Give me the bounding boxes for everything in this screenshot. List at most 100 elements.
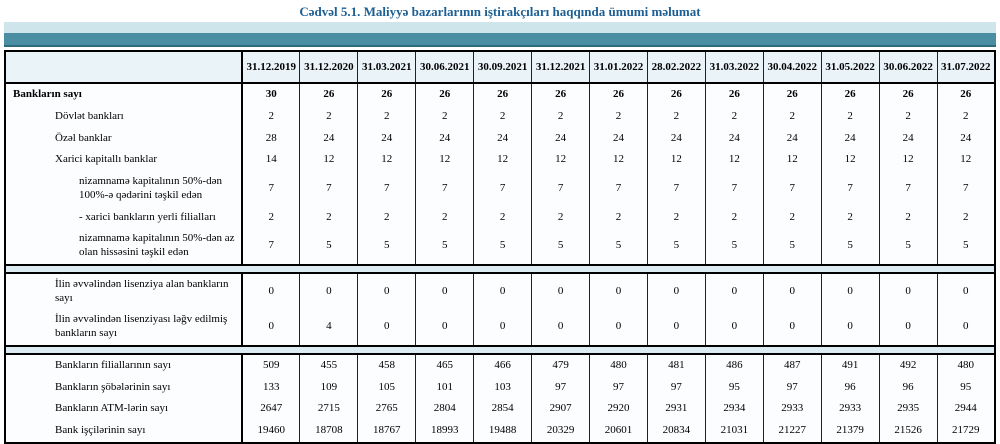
value-cell: 2	[299, 206, 358, 229]
value-cell: 5	[762, 228, 822, 265]
row-label: Özəl banklar	[5, 127, 243, 150]
value-cell: 19460	[241, 420, 300, 443]
value-cell: 26	[646, 83, 706, 106]
value-cell: 26	[704, 83, 764, 106]
value-cell: 103	[473, 376, 532, 399]
value-cell: 26	[820, 83, 880, 106]
value-cell: 0	[936, 272, 995, 310]
value-cell: 2854	[473, 398, 532, 420]
value-cell: 0	[704, 309, 764, 346]
column-header: 30.09.2021	[473, 51, 532, 84]
value-cell: 12	[531, 149, 590, 171]
value-cell: 509	[241, 353, 300, 377]
value-cell: 18708	[299, 420, 358, 443]
value-cell: 14	[241, 149, 300, 171]
value-cell: 28	[241, 127, 300, 150]
value-cell: 2	[820, 105, 880, 128]
value-cell: 0	[589, 272, 648, 310]
value-cell: 97	[531, 376, 590, 399]
section-separator	[5, 263, 995, 274]
row-label: Bankların şöbələrinin sayı	[5, 376, 243, 399]
row-label: İlin əvvəlindən lisenziyası ləğv edilmiş…	[5, 309, 243, 346]
value-cell: 2933	[820, 398, 880, 420]
value-cell: 0	[357, 272, 416, 310]
value-cell: 5	[704, 228, 764, 265]
value-cell: 7	[878, 171, 938, 207]
value-cell: 26	[531, 83, 590, 106]
value-cell: 12	[878, 149, 938, 171]
value-cell: 101	[415, 376, 474, 399]
value-cell: 26	[878, 83, 938, 106]
value-cell: 24	[704, 127, 764, 150]
value-cell: 7	[241, 171, 300, 207]
value-cell: 2804	[415, 398, 474, 420]
value-cell: 465	[415, 353, 474, 377]
value-cell: 19488	[473, 420, 532, 443]
value-cell: 5	[357, 228, 416, 265]
value-cell: 466	[473, 353, 532, 377]
value-cell: 18767	[357, 420, 416, 443]
value-cell: 0	[762, 309, 822, 346]
value-cell: 491	[820, 353, 880, 377]
value-cell: 2	[299, 105, 358, 128]
value-cell: 455	[299, 353, 358, 377]
column-header: 31.12.2021	[531, 51, 590, 84]
column-header: 31.01.2022	[589, 51, 648, 84]
value-cell: 2715	[299, 398, 358, 420]
value-cell: 7	[531, 171, 590, 207]
value-cell: 0	[704, 272, 764, 310]
value-cell: 2	[589, 105, 648, 128]
value-cell: 105	[357, 376, 416, 399]
value-cell: 2931	[646, 398, 706, 420]
value-cell: 2	[820, 206, 880, 229]
table-row: Xarici kapitallı banklar 14 12 12 12 12 12 12 12…	[5, 149, 995, 171]
value-cell: 2	[531, 105, 590, 128]
value-cell: 7	[299, 171, 358, 207]
value-cell: 0	[646, 309, 706, 346]
value-cell: 0	[357, 309, 416, 346]
column-header: 31.03.2022	[704, 51, 764, 84]
table-row: - xarici bankların yerli filialları 2 2 2 2 2…	[5, 206, 995, 229]
value-cell: 21227	[762, 420, 822, 443]
table-row: İlin əvvəlindən lisenziyası ləğv edilmiş…	[5, 309, 995, 346]
row-label: Xarici kapitallı banklar	[5, 149, 243, 171]
table-title: Cədvəl 5.1. Maliyyə bazarlarının iştirak…	[299, 4, 701, 19]
value-cell: 24	[878, 127, 938, 150]
value-cell: 2	[936, 206, 995, 229]
table-row: İlin əvvəlindən lisenziya alan bankların…	[5, 272, 995, 310]
value-cell: 26	[415, 83, 474, 106]
value-cell: 5	[936, 228, 995, 265]
value-cell: 5	[415, 228, 474, 265]
value-cell: 97	[762, 376, 822, 399]
value-cell: 2	[357, 206, 416, 229]
value-cell: 7	[936, 171, 995, 207]
value-cell: 0	[589, 309, 648, 346]
table-row: nizamnamə kapitalının 50%-dən 100%-ə qəd…	[5, 171, 995, 207]
value-cell: 2	[473, 105, 532, 128]
value-cell: 2	[878, 206, 938, 229]
table-row: Bankların şöbələrinin sayı 133 109 105 101 10…	[5, 376, 995, 399]
value-cell: 0	[415, 272, 474, 310]
value-cell: 458	[357, 353, 416, 377]
table-row: Bankların ATM-lərin sayı 2647 2715 2765 2804…	[5, 398, 995, 420]
column-header: 31.03.2021	[357, 51, 416, 84]
table-row: Özəl banklar 28 24 24 24 24 24 24 24 24 24 24 24 24	[5, 127, 995, 150]
value-cell: 0	[473, 309, 532, 346]
value-cell: 30	[241, 83, 300, 106]
value-cell: 5	[820, 228, 880, 265]
value-cell: 12	[936, 149, 995, 171]
value-cell: 487	[762, 353, 822, 377]
value-cell: 12	[646, 149, 706, 171]
column-header: 31.12.2019	[241, 51, 300, 84]
value-cell: 21729	[936, 420, 995, 443]
section-separator	[5, 344, 995, 355]
value-cell: 4	[299, 309, 358, 346]
column-header: 30.06.2021	[415, 51, 474, 84]
value-cell: 24	[936, 127, 995, 150]
financial-markets-participants-table: 31.12.2019 31.12.2020 31.03.2021 30.06.2021…	[4, 50, 996, 444]
value-cell: 21031	[704, 420, 764, 443]
table-row: Bank işçilərinin sayı 19460 18708 18767 1899…	[5, 420, 995, 443]
value-cell: 20601	[589, 420, 648, 443]
value-cell: 5	[473, 228, 532, 265]
value-cell: 18993	[415, 420, 474, 443]
